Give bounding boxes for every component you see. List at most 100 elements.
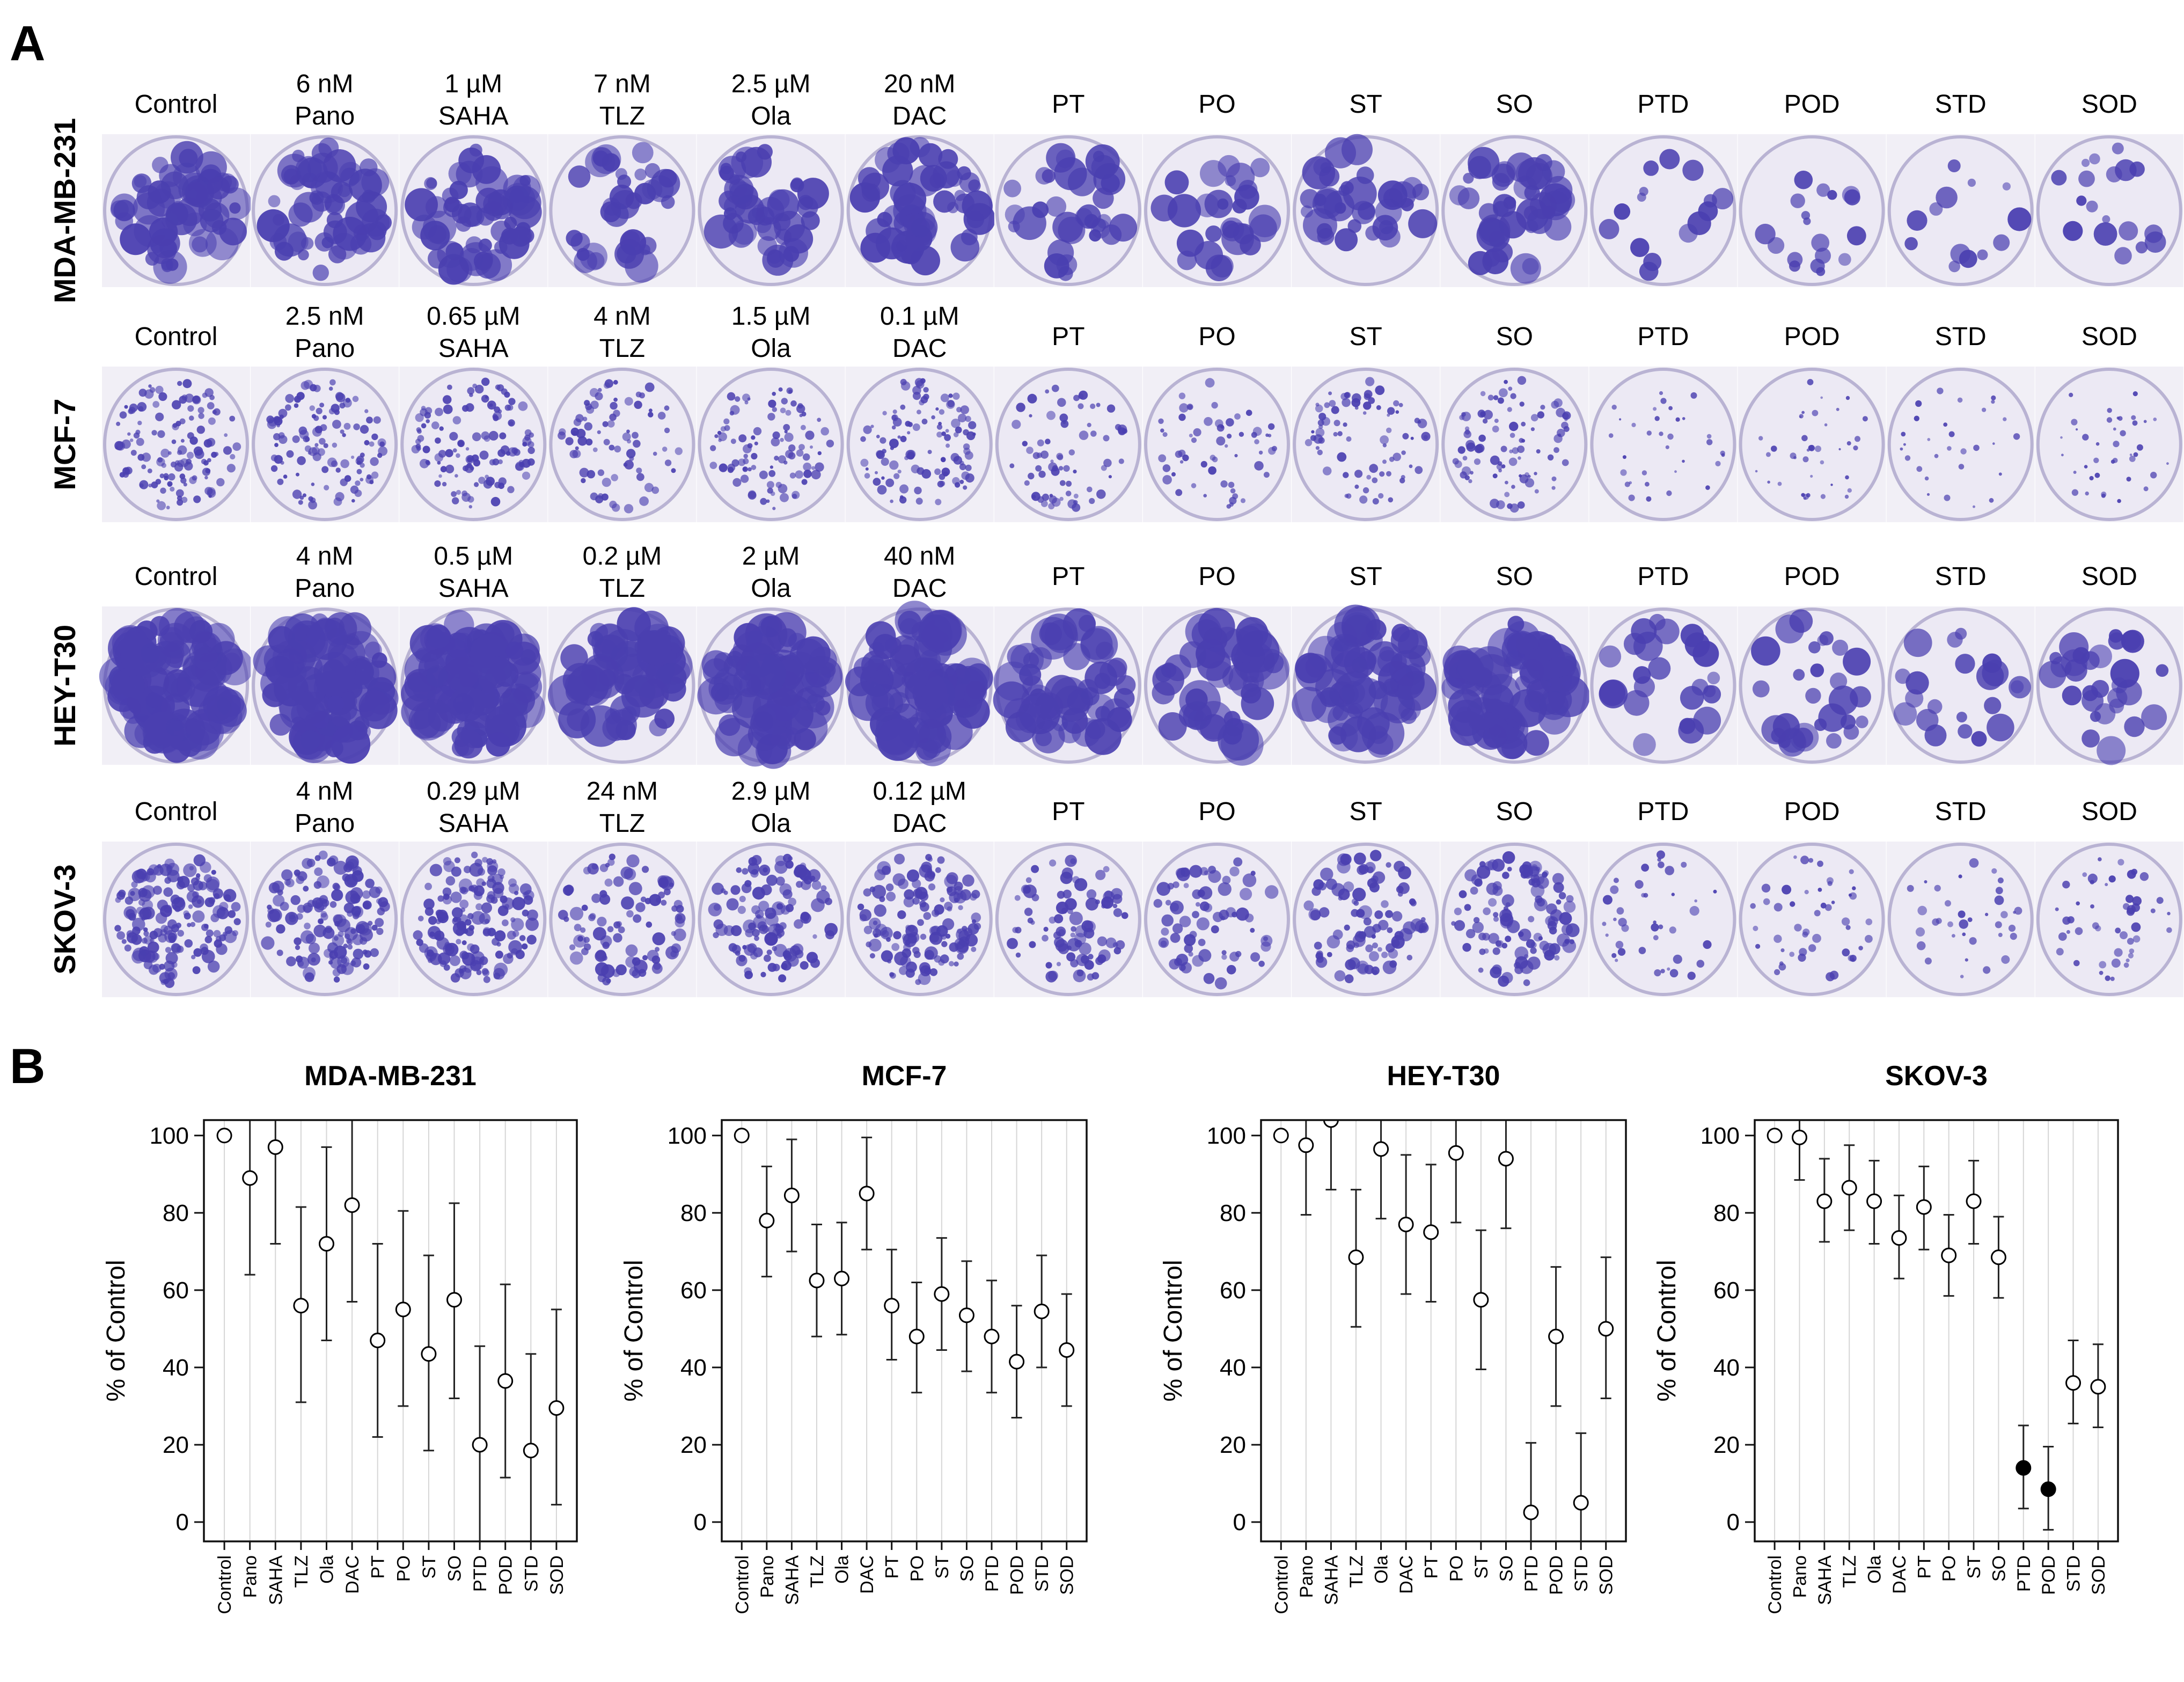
data-point — [523, 1443, 539, 1459]
data-point — [934, 1286, 950, 1302]
data-point — [809, 1273, 825, 1289]
panel-a-letter: A — [10, 16, 45, 71]
condition-label: SO — [1496, 323, 1533, 351]
data-point — [1473, 1292, 1489, 1308]
x-tick-label: PO — [393, 1555, 414, 1582]
dose-label: 0.1 µM — [880, 302, 959, 331]
condition-label: Control — [135, 798, 218, 826]
chart: MDA-MB-231 % of Control 0 20 40 60 80 100 Contro… — [102, 1061, 578, 1614]
chart-title: MCF-7 — [862, 1061, 947, 1092]
colony-plate — [548, 134, 697, 287]
condition-label: DAC — [892, 809, 947, 838]
condition-label: PTD — [1637, 90, 1689, 119]
condition-label: TLZ — [599, 334, 645, 363]
condition-label: PT — [1052, 562, 1084, 591]
data-point — [1373, 1141, 1389, 1157]
data-point — [1348, 1249, 1364, 1266]
plot-area — [216, 1120, 565, 1541]
dose-label: 0.65 µM — [427, 302, 520, 331]
x-tick-label: DAC — [342, 1555, 363, 1594]
x-tick-label: PT — [368, 1555, 389, 1578]
x-tick-label: POD — [496, 1555, 516, 1595]
y-tick-label: 20 — [1713, 1432, 1740, 1458]
condition-label: STD — [1935, 798, 1987, 826]
colony-plate — [2035, 606, 2183, 765]
x-tick-label: SO — [1496, 1555, 1516, 1582]
plot-area — [734, 1120, 1075, 1541]
x-tick-label: Pano — [757, 1555, 778, 1598]
y-tick-label: 20 — [163, 1432, 189, 1458]
data-point — [1891, 1230, 1907, 1246]
x-tick-label: TLZ — [291, 1555, 312, 1588]
colony-plate — [251, 367, 399, 522]
colony-plate — [1292, 134, 1440, 287]
x-tick-label: POD — [1007, 1555, 1028, 1595]
x-tick-label: Control — [215, 1555, 235, 1614]
y-tick-label: 40 — [1713, 1355, 1740, 1381]
condition-label: ST — [1349, 562, 1382, 591]
data-point — [1273, 1128, 1289, 1144]
colony-plate — [548, 606, 697, 765]
chart-title: HEY-T30 — [1387, 1061, 1500, 1092]
colony-plate — [548, 842, 697, 997]
y-tick-label: 20 — [1220, 1432, 1246, 1458]
colony-plate — [994, 134, 1142, 287]
x-tick-label: Control — [1271, 1555, 1292, 1614]
condition-label: Pano — [295, 334, 355, 363]
data-point — [2040, 1481, 2056, 1497]
data-point — [1298, 1137, 1314, 1153]
colony-plate — [99, 606, 253, 765]
data-point — [1448, 1145, 1464, 1161]
colony-plate — [993, 606, 1142, 765]
condition-label: STD — [1935, 323, 1987, 351]
condition-label: SAHA — [438, 334, 509, 363]
x-tick-label: Ola — [1865, 1555, 1885, 1584]
condition-label: SOD — [2082, 323, 2137, 351]
condition-label: Ola — [751, 809, 791, 838]
dose-label: 4 nM — [296, 542, 354, 571]
error-bar — [1526, 1442, 1537, 1541]
data-point — [395, 1301, 411, 1318]
colony-plate — [102, 367, 250, 522]
condition-label: ST — [1349, 90, 1382, 119]
colony-plate — [1143, 134, 1291, 287]
x-tick-label: PT — [1421, 1555, 1442, 1578]
colony-plate — [399, 134, 548, 287]
x-tick-label: Ola — [317, 1555, 337, 1584]
x-tick-label: Pano — [1296, 1555, 1317, 1598]
plot-frame — [203, 1119, 578, 1542]
x-tick-label: ST — [1964, 1555, 1984, 1578]
data-point — [421, 1346, 437, 1362]
condition-label: SOD — [2082, 798, 2137, 826]
condition-label: Control — [135, 562, 218, 591]
data-point — [834, 1270, 850, 1286]
x-tick-label: TLZ — [1839, 1555, 1860, 1588]
colony-plate — [399, 842, 548, 997]
condition-label: DAC — [892, 334, 947, 363]
x-tick-label: SO — [1989, 1555, 2009, 1582]
x-tick-label: PTD — [982, 1555, 1002, 1592]
colony-plate — [1886, 367, 2035, 522]
data-point — [318, 1235, 334, 1252]
y-axis-label: % of Control — [102, 1260, 130, 1401]
y-tick-label: 60 — [1220, 1277, 1246, 1304]
condition-label: Pano — [295, 574, 355, 603]
colony-plate — [1589, 134, 1738, 287]
colony-plate — [1143, 842, 1291, 997]
data-point — [446, 1292, 463, 1308]
y-tick-label: 0 — [1233, 1509, 1246, 1535]
data-point — [2016, 1460, 2032, 1476]
x-tick-label: STD — [521, 1555, 541, 1592]
cell-line-label: SKOV-3 — [48, 864, 82, 974]
data-point — [344, 1197, 360, 1213]
colony-plate-panel: MDA-MB-231 Control 6 nM Pano 1 µM SAHA 7 nM TLZ… — [48, 70, 2183, 997]
colony-plate — [251, 606, 399, 765]
colony-plate — [1738, 842, 1886, 997]
y-tick-label: 80 — [163, 1200, 189, 1226]
chart-title: MDA-MB-231 — [304, 1061, 477, 1092]
dose-label: 24 nM — [587, 777, 658, 806]
data-point — [1009, 1354, 1025, 1370]
data-point — [1498, 1151, 1514, 1167]
condition-label: Control — [135, 90, 218, 119]
